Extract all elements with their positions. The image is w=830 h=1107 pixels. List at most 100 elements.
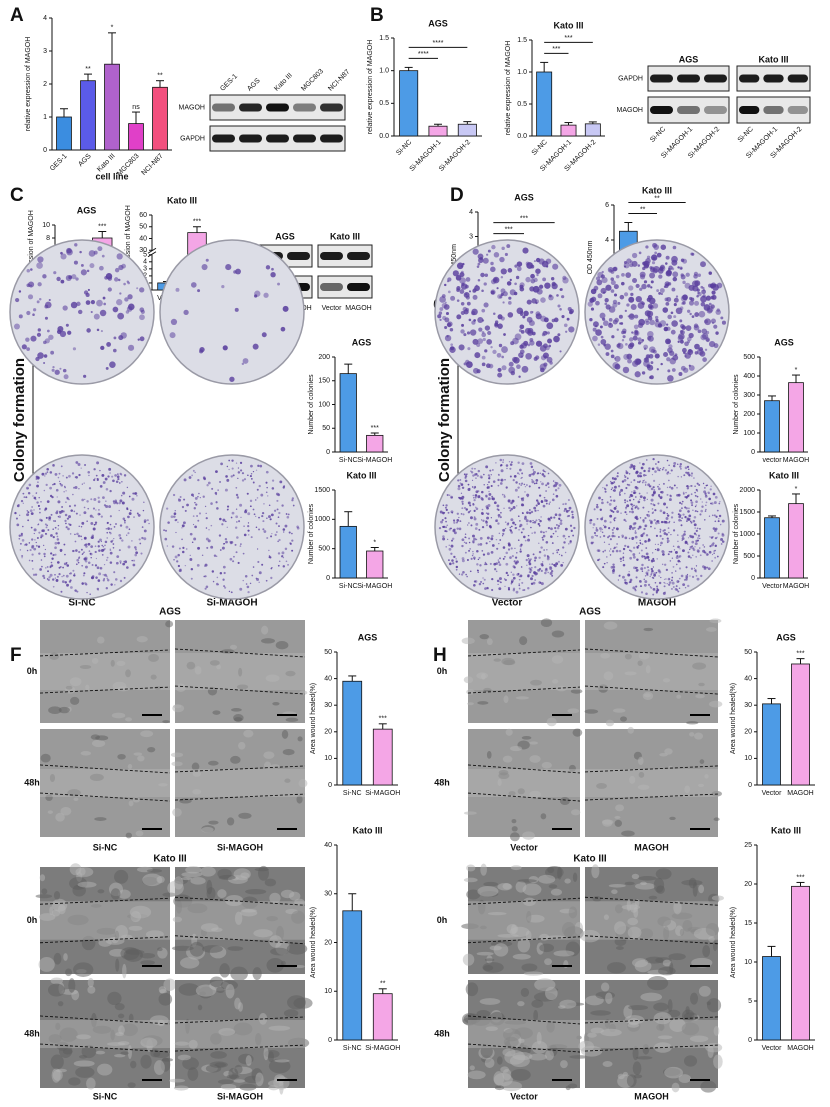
colony — [510, 531, 514, 534]
colony — [199, 349, 204, 354]
colony — [644, 516, 647, 520]
colony — [116, 473, 119, 475]
colony — [518, 483, 521, 485]
colony — [535, 268, 541, 274]
colony — [686, 471, 690, 475]
colony — [527, 343, 531, 347]
colony — [631, 252, 638, 259]
colony — [81, 498, 84, 502]
colony — [685, 574, 689, 578]
colony — [552, 484, 556, 488]
colony — [663, 528, 666, 532]
cell-cluster — [135, 830, 144, 837]
colony — [258, 581, 260, 583]
cell-cluster — [97, 636, 105, 644]
colony — [445, 504, 448, 507]
colony — [184, 509, 187, 512]
colony — [484, 569, 487, 572]
colony — [517, 572, 520, 575]
colony — [501, 355, 504, 359]
colony — [618, 493, 621, 496]
blot-band — [704, 106, 727, 114]
colony — [101, 554, 104, 556]
colony — [638, 492, 641, 495]
colony — [481, 526, 485, 529]
colony — [83, 506, 86, 509]
significance-label: * — [795, 367, 798, 374]
colony — [543, 496, 546, 499]
colony — [127, 281, 131, 285]
colony — [710, 502, 712, 505]
colony — [281, 504, 284, 507]
colony — [220, 462, 223, 466]
colony — [105, 487, 109, 491]
colony — [83, 572, 86, 575]
colony — [666, 459, 669, 462]
colony — [43, 362, 46, 365]
cell-cluster — [608, 883, 626, 888]
y-tick-label: 40 — [744, 675, 752, 682]
colony — [501, 535, 504, 537]
colony — [453, 555, 456, 559]
cell-cluster — [614, 819, 623, 827]
cell-cluster — [286, 943, 308, 955]
colony — [605, 304, 611, 310]
colony — [485, 494, 488, 498]
colony — [23, 496, 26, 498]
colony — [478, 582, 482, 586]
colony — [247, 591, 250, 594]
colony — [87, 561, 91, 564]
colony — [688, 284, 695, 291]
colony — [263, 530, 267, 533]
colony — [643, 344, 649, 350]
colony — [278, 560, 281, 563]
cell-cluster — [522, 831, 535, 840]
colony — [470, 470, 472, 473]
colony — [43, 552, 46, 556]
colony — [532, 469, 535, 471]
colony — [529, 310, 533, 314]
colony — [442, 504, 445, 507]
colony — [212, 580, 215, 583]
colony — [205, 527, 208, 529]
cell-cluster — [463, 877, 478, 883]
colony — [197, 495, 199, 498]
y-tick-label: 20 — [324, 729, 332, 736]
blot-group-title: Kato III — [758, 54, 788, 64]
colony — [625, 343, 628, 346]
colony — [87, 288, 90, 292]
colony — [223, 542, 226, 545]
x-tick-label: Si-MAGOH — [357, 583, 392, 590]
colony — [610, 481, 614, 485]
colony — [498, 587, 502, 591]
colony — [21, 554, 24, 557]
colony — [106, 342, 112, 347]
colony — [511, 555, 514, 558]
colony — [445, 508, 448, 512]
colony — [133, 492, 137, 495]
colony — [542, 330, 548, 336]
colony — [514, 556, 518, 559]
colony — [499, 482, 503, 485]
colony — [38, 505, 40, 507]
colony — [708, 550, 712, 554]
wound-edge — [467, 1015, 581, 1025]
colony — [651, 467, 655, 471]
colony — [537, 509, 539, 512]
error-bar — [348, 675, 357, 682]
colony — [567, 499, 570, 502]
colony — [46, 329, 50, 333]
colony — [261, 514, 264, 518]
colony — [536, 572, 538, 574]
colony — [600, 335, 604, 339]
bar — [457, 123, 477, 137]
colony — [531, 478, 533, 481]
colony — [87, 470, 91, 474]
colony — [230, 475, 233, 478]
colony — [81, 553, 83, 555]
colony — [71, 274, 77, 280]
cell-cluster — [644, 956, 664, 964]
colony — [442, 511, 445, 515]
colony — [77, 463, 81, 467]
cell-cluster — [79, 664, 92, 669]
